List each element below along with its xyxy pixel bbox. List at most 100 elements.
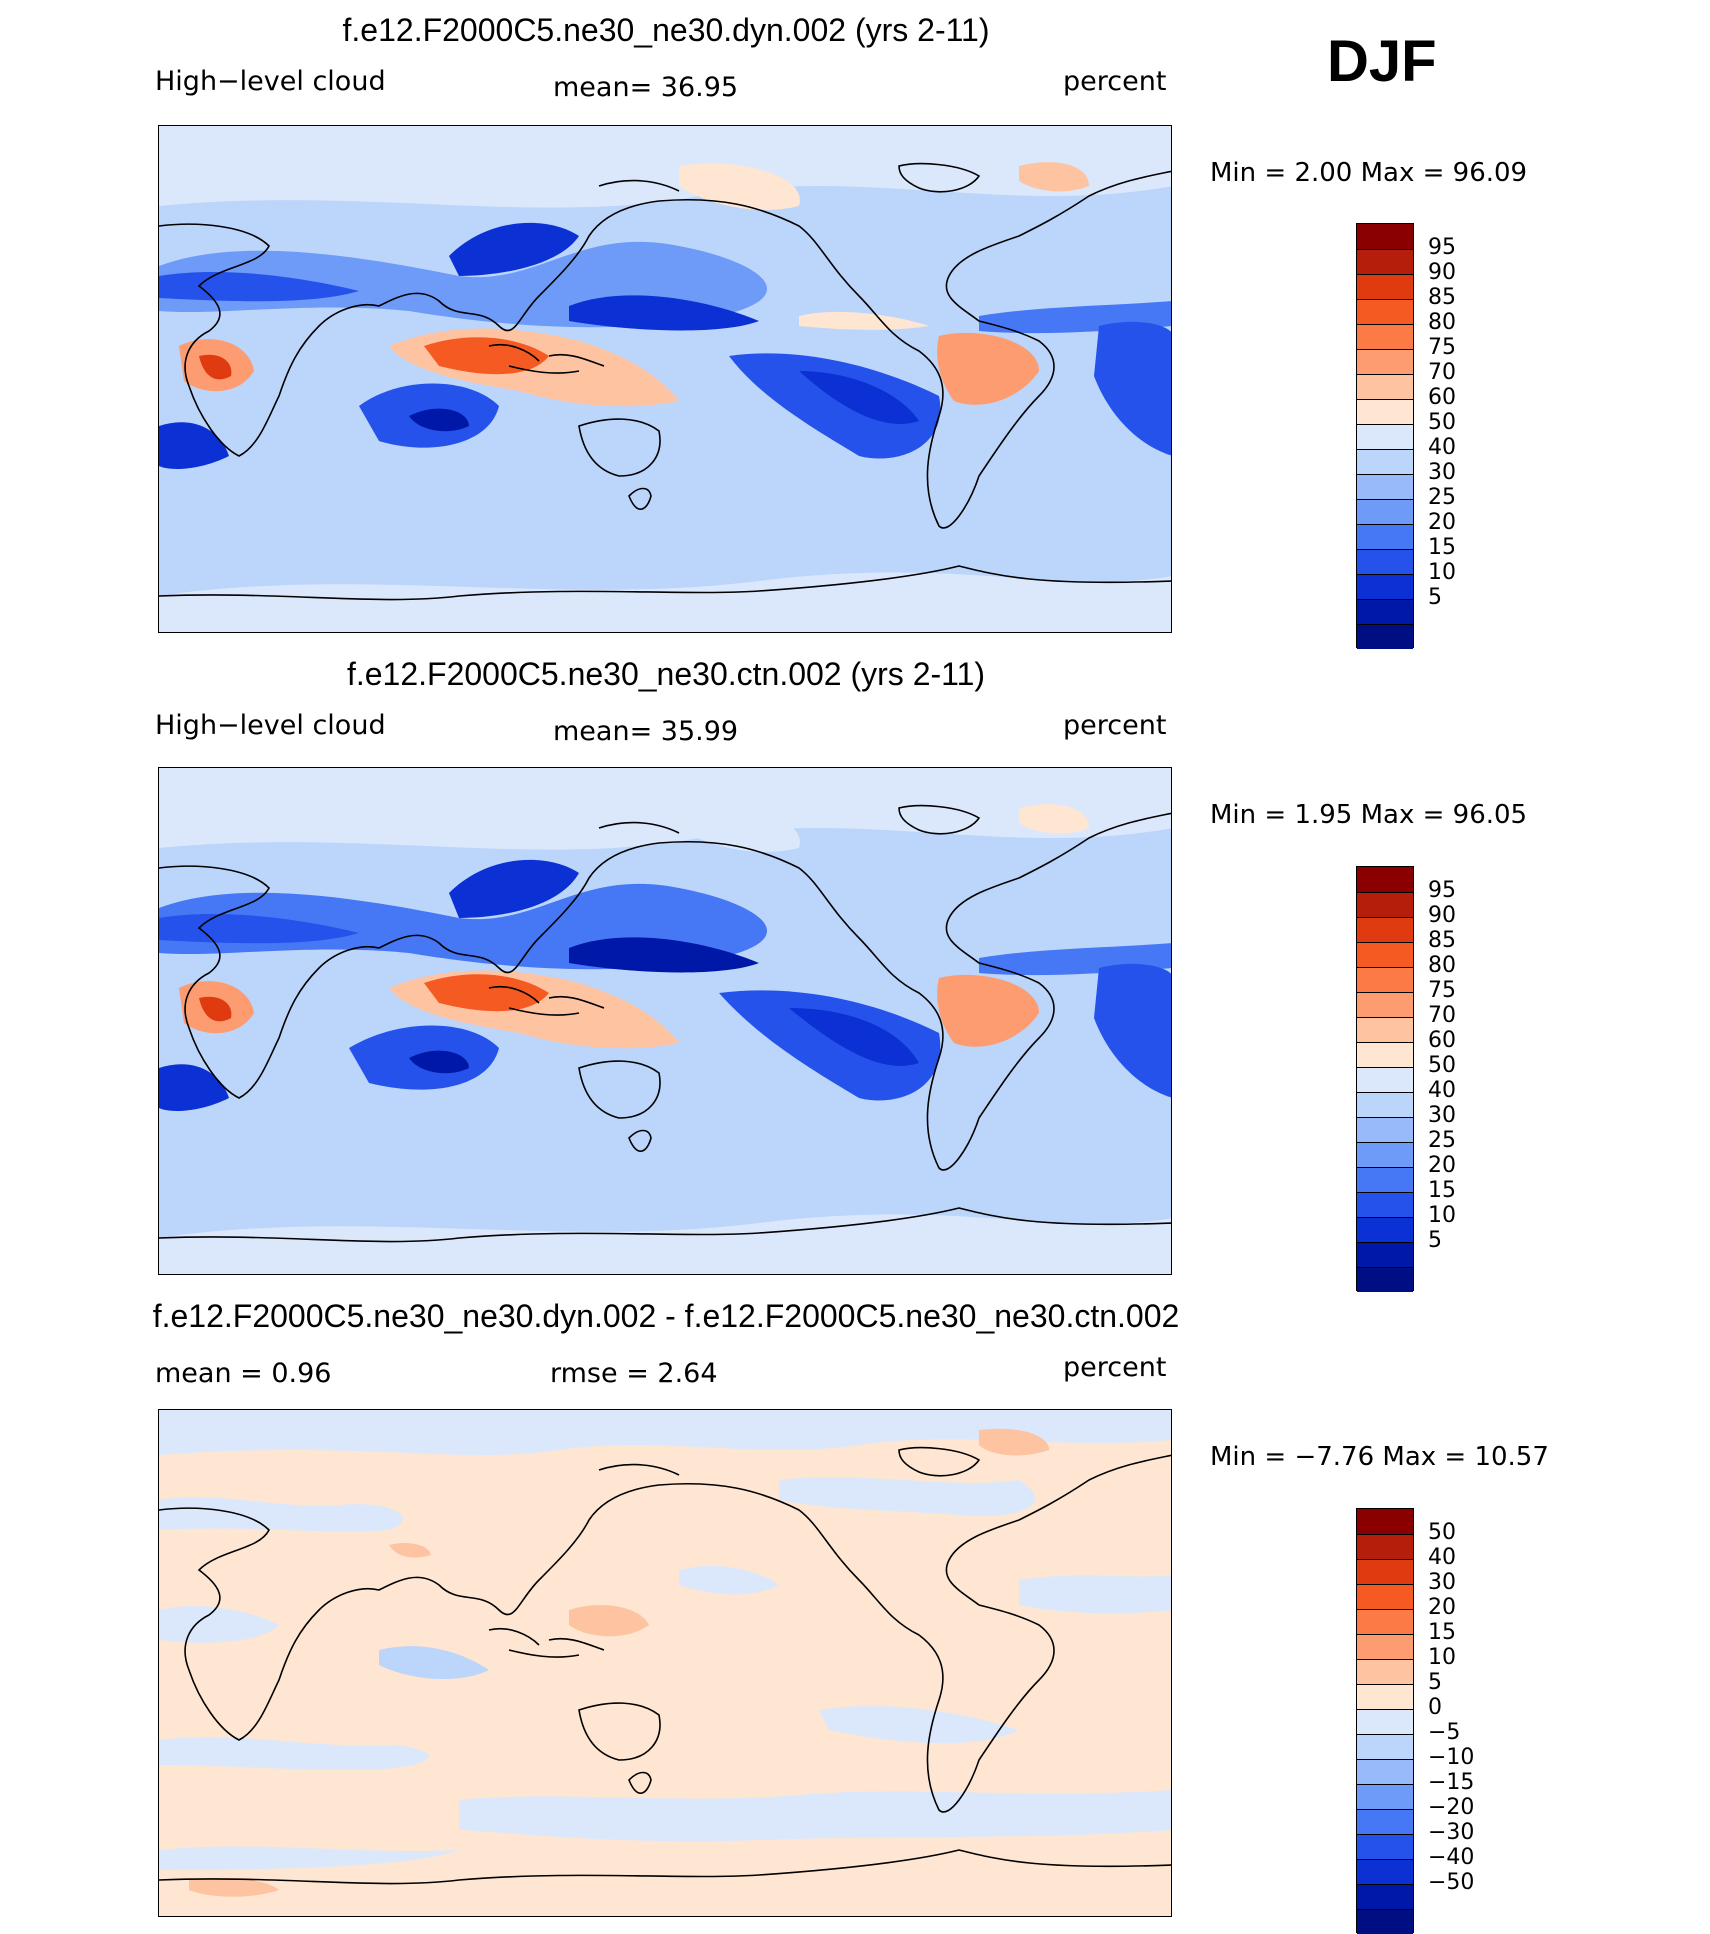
coastline-arctic-islands	[898, 804, 981, 835]
panel-3-map	[158, 1409, 1172, 1917]
colorbar-tick-label: 95	[1428, 235, 1456, 260]
colorbar-segment	[1357, 224, 1413, 249]
colorbar-tick-label: 80	[1428, 310, 1456, 335]
colorbar-segment	[1357, 1634, 1413, 1659]
coastline-siberia	[598, 1463, 680, 1476]
map-diff-negative	[679, 1565, 779, 1595]
colorbar-segment	[1357, 374, 1413, 399]
colorbar-segment	[1357, 1859, 1413, 1884]
map-field-east-pacific-core	[789, 1008, 919, 1066]
map-field-greenland	[1019, 162, 1089, 192]
colorbar-tick-label: 90	[1428, 260, 1456, 285]
panel-1-map	[158, 125, 1172, 633]
colorbar-segment	[1357, 1042, 1413, 1067]
colorbar-segment	[1357, 1067, 1413, 1092]
coastline-siberia	[598, 179, 680, 192]
map-field-north-pacific	[679, 163, 800, 210]
colorbar-tick-label: 50	[1428, 1053, 1456, 1078]
colorbar-segment	[1357, 1909, 1413, 1934]
map-diff-positive	[569, 1605, 649, 1637]
map-diff-positive	[189, 1878, 279, 1897]
map-field-south	[159, 572, 1171, 632]
map-field-east-pacific-core	[799, 371, 919, 424]
colorbar-segment	[1357, 324, 1413, 349]
map-field-atlantic-sh-dry	[1094, 321, 1171, 456]
colorbar-tick-label: 60	[1428, 1028, 1456, 1053]
colorbar-tick-label: 25	[1428, 485, 1456, 510]
colorbar-segment	[1357, 1534, 1413, 1559]
colorbar-box	[1356, 1508, 1414, 1934]
panel-3-rmse-label: rmse = 2.64	[550, 1358, 718, 1389]
map-diff-negative	[159, 1737, 429, 1770]
coastline-antarctica	[159, 1849, 1171, 1885]
colorbar-segment	[1357, 1017, 1413, 1042]
panel-2-variable-label: High−level cloud	[155, 710, 386, 741]
colorbar-tick-label: 5	[1428, 1228, 1442, 1253]
coastline-arctic-islands	[898, 162, 981, 193]
colorbar-segment	[1357, 1217, 1413, 1242]
coastline-world	[159, 812, 1171, 1171]
colorbar-tick-label: 20	[1428, 1595, 1456, 1620]
colorbar-tick-label: 80	[1428, 953, 1456, 978]
colorbar-tick-label: 20	[1428, 510, 1456, 535]
map-field-africa-core	[199, 996, 232, 1022]
panel-1-minmax: Min = 2.00 Max = 96.09	[1210, 158, 1528, 188]
coastline-maritime-continent	[488, 985, 605, 1016]
map-field-warm-pool-core	[424, 337, 549, 375]
panel-1-mean-label: mean= 36.95	[553, 72, 739, 103]
map-field-north-pacific	[679, 805, 800, 852]
map-field-africa-sw-dry	[159, 422, 229, 469]
colorbar-tick-label: −20	[1428, 1795, 1475, 1820]
map-coastlines	[159, 804, 1171, 1243]
panel-2-map	[158, 767, 1172, 1275]
colorbar-segment	[1357, 967, 1413, 992]
map-diff-negative	[819, 1706, 1019, 1744]
map-diff-positive	[979, 1428, 1049, 1456]
colorbar-tick-label: 40	[1428, 1078, 1456, 1103]
map-field-greenland	[1019, 804, 1089, 834]
map-diff-negative	[159, 1497, 403, 1532]
panel-3-mean-label: mean = 0.96	[155, 1358, 332, 1389]
colorbar-tick-label: 10	[1428, 1203, 1456, 1228]
map-diff-negative	[779, 1477, 1036, 1516]
colorbar-segment	[1357, 1142, 1413, 1167]
colorbar-tick-label: −10	[1428, 1745, 1475, 1770]
colorbar-segment	[1357, 399, 1413, 424]
colorbar-segment	[1357, 1167, 1413, 1192]
map-diff-negative	[379, 1646, 489, 1680]
colorbar-tick-label: 85	[1428, 928, 1456, 953]
coastline-new-zealand	[628, 1129, 652, 1152]
map-diff-negative	[159, 1846, 459, 1870]
coastline-siberia	[598, 821, 680, 834]
panel-1-variable-label: High−level cloud	[155, 66, 386, 97]
colorbar-tick-label: 30	[1428, 1103, 1456, 1128]
panel-2-title: f.e12.F2000C5.ne30_ne30.ctn.002 (yrs 2-1…	[346, 656, 986, 692]
colorbar-segment	[1357, 917, 1413, 942]
colorbar-segment	[1357, 1809, 1413, 1834]
coastline-australia	[578, 1702, 661, 1761]
map-field-east-pacific-dry	[719, 990, 941, 1101]
map-coastlines	[159, 1446, 1171, 1885]
colorbar-segment	[1357, 1559, 1413, 1584]
map-field-nh-dry-core	[569, 937, 759, 973]
colorbar-segment	[1357, 1092, 1413, 1117]
panel-3-title: f.e12.F2000C5.ne30_ne30.dyn.002 - f.e12.…	[152, 1298, 1180, 1334]
coastline-australia	[578, 1060, 661, 1119]
colorbar-segment	[1357, 574, 1413, 599]
colorbar-segment	[1357, 499, 1413, 524]
panel-1-title: f.e12.F2000C5.ne30_ne30.dyn.002 (yrs 2-1…	[342, 12, 990, 48]
map-diff-positive	[389, 1543, 431, 1558]
panel-1-units-label: percent	[1063, 66, 1167, 97]
panel-3-units-label: percent	[1063, 1352, 1167, 1383]
colorbar-tick-label: −5	[1428, 1720, 1461, 1745]
map-coastlines	[159, 162, 1171, 601]
colorbar-segment	[1357, 349, 1413, 374]
colorbar-segment	[1357, 1609, 1413, 1634]
colorbar-tick-label: 70	[1428, 360, 1456, 385]
coastline-maritime-continent	[488, 343, 605, 374]
colorbar-segment	[1357, 867, 1413, 892]
colorbar-tick-label: 15	[1428, 1178, 1456, 1203]
colorbar-tick-label: 40	[1428, 435, 1456, 460]
colorbar-tick-label: 10	[1428, 560, 1456, 585]
coastline-arctic-islands	[898, 1446, 981, 1477]
